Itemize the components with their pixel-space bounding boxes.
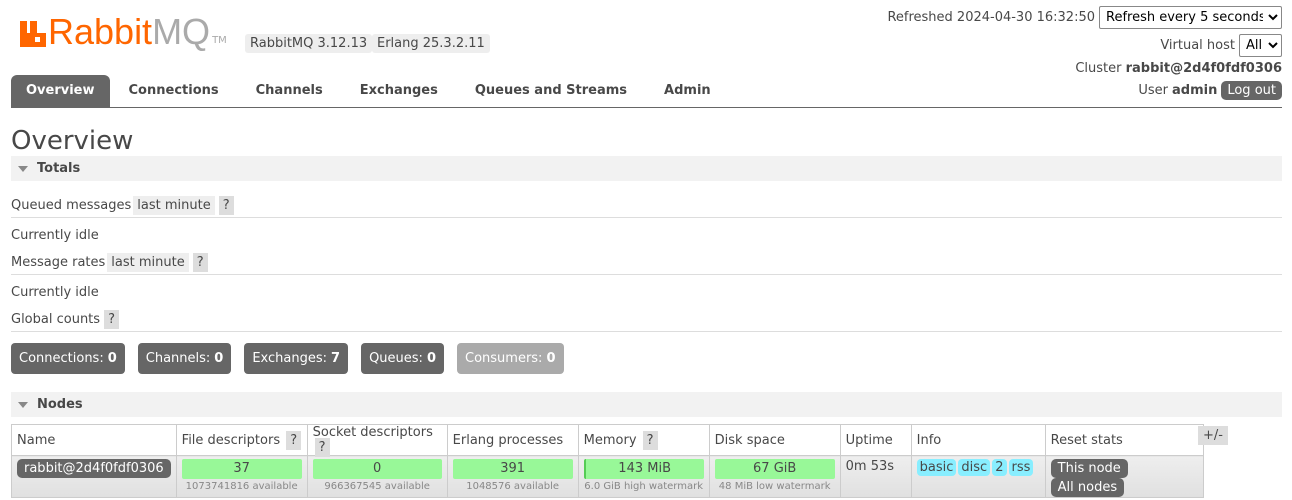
version-badge: RabbitMQ 3.12.13 (245, 34, 373, 53)
rates-range-button[interactable]: last minute (107, 253, 189, 272)
memory-watermark: 6.0 GiB high watermark (584, 481, 704, 492)
info-badge: disc (958, 459, 991, 476)
channels-count[interactable]: Channels: 0 (137, 343, 232, 374)
totals-title: Totals (37, 161, 81, 176)
nodes-table: Name File descriptors ? Socket descripto… (11, 424, 1204, 498)
toggle-columns-button[interactable]: +/- (1198, 426, 1228, 445)
help-button[interactable]: ? (192, 253, 208, 272)
col-reset-stats: Reset stats (1044, 424, 1204, 456)
memory-bar: 143 MiB (583, 459, 704, 479)
col-socket-descriptors: Socket descriptors ? (306, 424, 448, 457)
col-info: Info (910, 424, 1046, 456)
col-file-descriptors: File descriptors ? (175, 424, 308, 456)
page-title: Overview (11, 126, 134, 156)
col-disk-space: Disk space (708, 424, 841, 456)
nodes-title: Nodes (37, 397, 83, 412)
logo-text: Rabbit (48, 11, 153, 52)
tab-exchanges[interactable]: Exchanges (359, 83, 438, 98)
node-name-link[interactable]: rabbit@2d4f0fdf0306 (17, 459, 171, 478)
refreshed-text: Refreshed 2024-04-30 16:32:50 (887, 10, 1095, 25)
erlang-processes-bar: 391 (452, 459, 573, 479)
help-button[interactable]: ? (104, 310, 119, 329)
logout-button[interactable]: Log out (1221, 81, 1282, 100)
sd-available: 966367545 available (324, 481, 430, 492)
nodes-section-toggle[interactable]: Nodes (11, 392, 1282, 417)
rabbitmq-logo: Rabbit MQ TM (20, 14, 227, 50)
queued-idle-text: Currently idle (11, 228, 99, 243)
connections-count[interactable]: Connections: 0 (11, 343, 125, 374)
global-counts: Connections: 0 Channels: 0 Exchanges: 7 Que… (11, 343, 564, 374)
fd-available: 1073741816 available (185, 481, 298, 492)
rates-idle-text: Currently idle (11, 285, 99, 300)
logo-text-mq: MQ (152, 11, 211, 52)
main-tabs: Overview Connections Channels Exchanges … (11, 75, 1282, 108)
cluster-label: Cluster (1075, 61, 1122, 76)
socket-descriptors-bar: 0 (312, 459, 442, 479)
user-name: admin (1172, 83, 1218, 98)
collapse-triangle-icon (18, 402, 28, 408)
help-button[interactable]: ? (642, 430, 658, 450)
user-label: User (1138, 83, 1168, 98)
uptime-value: 0m 53s (845, 459, 895, 474)
help-button[interactable]: ? (286, 430, 302, 450)
file-descriptors-bar: 37 (181, 459, 302, 479)
rabbit-logo-icon (20, 21, 46, 47)
vhost-select[interactable]: All (1239, 34, 1282, 57)
table-row: rabbit@2d4f0fdf0306 37 1073741816 availab… (11, 455, 1204, 498)
logo-tm: TM (212, 35, 227, 46)
help-button[interactable]: ? (218, 196, 234, 215)
refresh-select[interactable]: Refresh every 5 seconds (1099, 6, 1282, 29)
message-rates-label: Message rates (11, 255, 106, 270)
help-button[interactable]: ? (314, 438, 330, 457)
cluster-name: rabbit@2d4f0fdf0306 (1125, 61, 1282, 76)
info-badge: basic (916, 459, 957, 476)
message-rates-row: Message rates last minute? (11, 251, 1282, 275)
global-counts-row: Global counts? (11, 308, 1282, 332)
queues-count[interactable]: Queues: 0 (361, 343, 444, 374)
exchanges-count[interactable]: Exchanges: 7 (244, 343, 349, 374)
totals-section-toggle[interactable]: Totals (11, 156, 1282, 181)
col-uptime: Uptime (839, 424, 912, 456)
vhost-label: Virtual host (1160, 38, 1235, 53)
col-name: Name (11, 424, 177, 456)
queued-messages-label: Queued messages (11, 198, 132, 213)
col-memory: Memory ? (577, 424, 710, 456)
disk-space-bar: 67 GiB (714, 459, 835, 479)
disk-watermark: 48 MiB low watermark (718, 481, 831, 492)
info-badge: 2 (992, 459, 1007, 476)
tab-channels[interactable]: Channels (255, 83, 323, 98)
tab-overview[interactable]: Overview (11, 75, 110, 107)
tab-queues-and-streams[interactable]: Queues and Streams (474, 83, 628, 98)
tab-admin[interactable]: Admin (664, 83, 711, 98)
queued-range-button[interactable]: last minute (133, 196, 215, 215)
tab-connections[interactable]: Connections (128, 83, 219, 98)
reset-all-nodes-button[interactable]: All nodes (1050, 478, 1125, 497)
global-counts-label: Global counts (11, 312, 101, 327)
col-erlang-processes: Erlang processes (446, 424, 579, 456)
info-badge: rss (1008, 459, 1034, 476)
queued-messages-row: Queued messages last minute? (11, 194, 1282, 218)
ep-available: 1048576 available (466, 481, 560, 492)
reset-this-node-button[interactable]: This node (1050, 459, 1128, 478)
collapse-triangle-icon (18, 166, 28, 172)
erlang-badge: Erlang 25.3.2.11 (372, 34, 490, 53)
consumers-count[interactable]: Consumers: 0 (457, 343, 564, 374)
